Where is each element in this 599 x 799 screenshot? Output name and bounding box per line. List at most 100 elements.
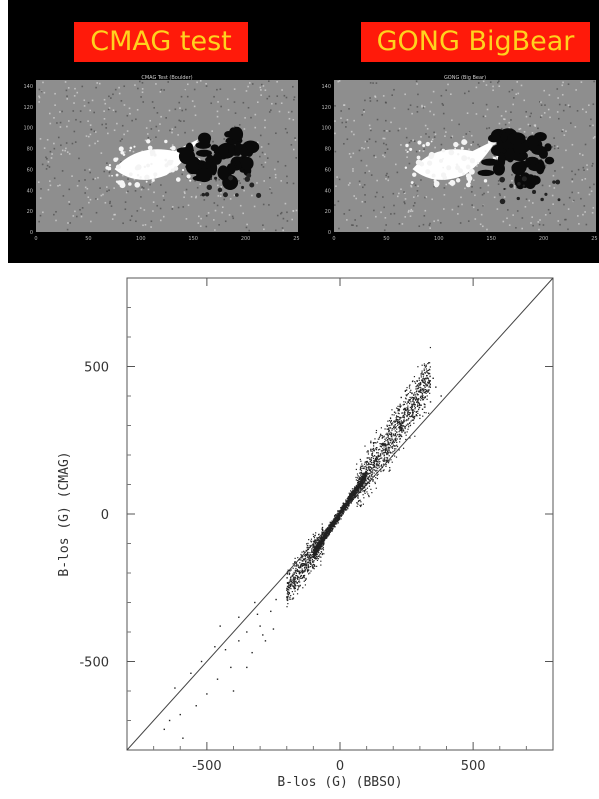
data-point [345,507,348,509]
noise-speck [264,161,267,164]
noise-speck [543,89,546,92]
noise-speck [463,92,466,95]
data-point [365,465,367,467]
positive-flux-blob [115,164,121,170]
data-point [375,449,378,451]
data-point [314,547,316,549]
data-point [368,463,370,465]
data-point [289,596,291,598]
positive-flux-blob [422,144,426,148]
data-point [286,582,289,585]
noise-speck [96,82,98,84]
data-point [362,474,364,476]
data-point [421,370,423,372]
data-point [339,514,341,517]
noise-speck [123,85,126,88]
positive-flux-blob [425,141,430,147]
data-point [367,478,369,480]
noise-speck [150,226,152,228]
magnetogram-y-tick: 40 [27,188,33,194]
data-point [358,485,360,488]
data-point [326,535,329,537]
data-point [427,377,429,379]
data-point [375,467,377,469]
noise-speck [243,189,245,192]
data-point [386,424,388,426]
data-point [308,559,311,561]
data-point [298,571,300,573]
data-point [342,506,345,508]
data-point [320,560,322,562]
data-point [327,531,329,533]
data-point [373,466,375,468]
data-point [409,398,411,401]
data-point [365,469,367,471]
noise-speck [143,209,146,211]
noise-speck [264,89,267,91]
data-point [297,565,299,567]
data-point [391,461,393,463]
data-point [380,427,382,429]
data-point [368,469,371,472]
data-point [365,473,367,475]
noise-speck [286,131,288,134]
noise-speck [79,121,82,123]
noise-speck [386,148,389,150]
noise-speck [510,119,512,121]
noise-speck [142,224,144,227]
data-point [370,488,372,490]
data-point [401,431,403,433]
noise-speck [471,204,473,206]
data-point [368,482,370,484]
data-point [290,580,292,583]
noise-speck [71,175,73,177]
data-point [361,480,364,482]
noise-speck [94,142,96,145]
data-point [396,446,399,448]
noise-speck [450,93,452,96]
data-point [372,479,374,481]
noise-speck [405,149,407,152]
data-point [322,533,324,535]
data-point [359,474,362,476]
data-point [420,387,422,389]
noise-speck [233,194,236,197]
data-point [357,490,359,493]
data-point [394,433,397,435]
noise-speck [251,83,254,85]
data-point [331,527,333,529]
data-point [367,450,369,452]
data-point [291,581,293,584]
noise-speck [554,170,556,172]
data-point [385,446,387,448]
data-point [378,436,381,439]
noise-speck [260,83,263,86]
data-point [288,586,290,588]
data-point [398,421,400,424]
data-point [354,492,357,494]
data-point [326,537,328,539]
data-point [365,480,367,482]
noise-speck [476,165,478,167]
noise-speck [238,180,240,182]
data-point [390,439,392,441]
data-point [408,385,411,387]
data-point [303,574,306,577]
data-point [342,506,344,508]
data-point [356,490,359,492]
data-point [360,481,363,483]
data-point [331,522,334,524]
data-point [420,397,422,399]
noise-speck [580,81,583,83]
noise-speck [474,218,477,220]
magnetogram-x-tick: 50 [85,236,91,242]
noise-speck [567,208,570,210]
data-point [314,546,316,548]
data-point [426,370,428,372]
data-point [355,489,357,491]
data-point [322,544,324,547]
data-point [385,449,387,451]
noise-speck [135,118,137,121]
noise-speck [275,132,277,135]
